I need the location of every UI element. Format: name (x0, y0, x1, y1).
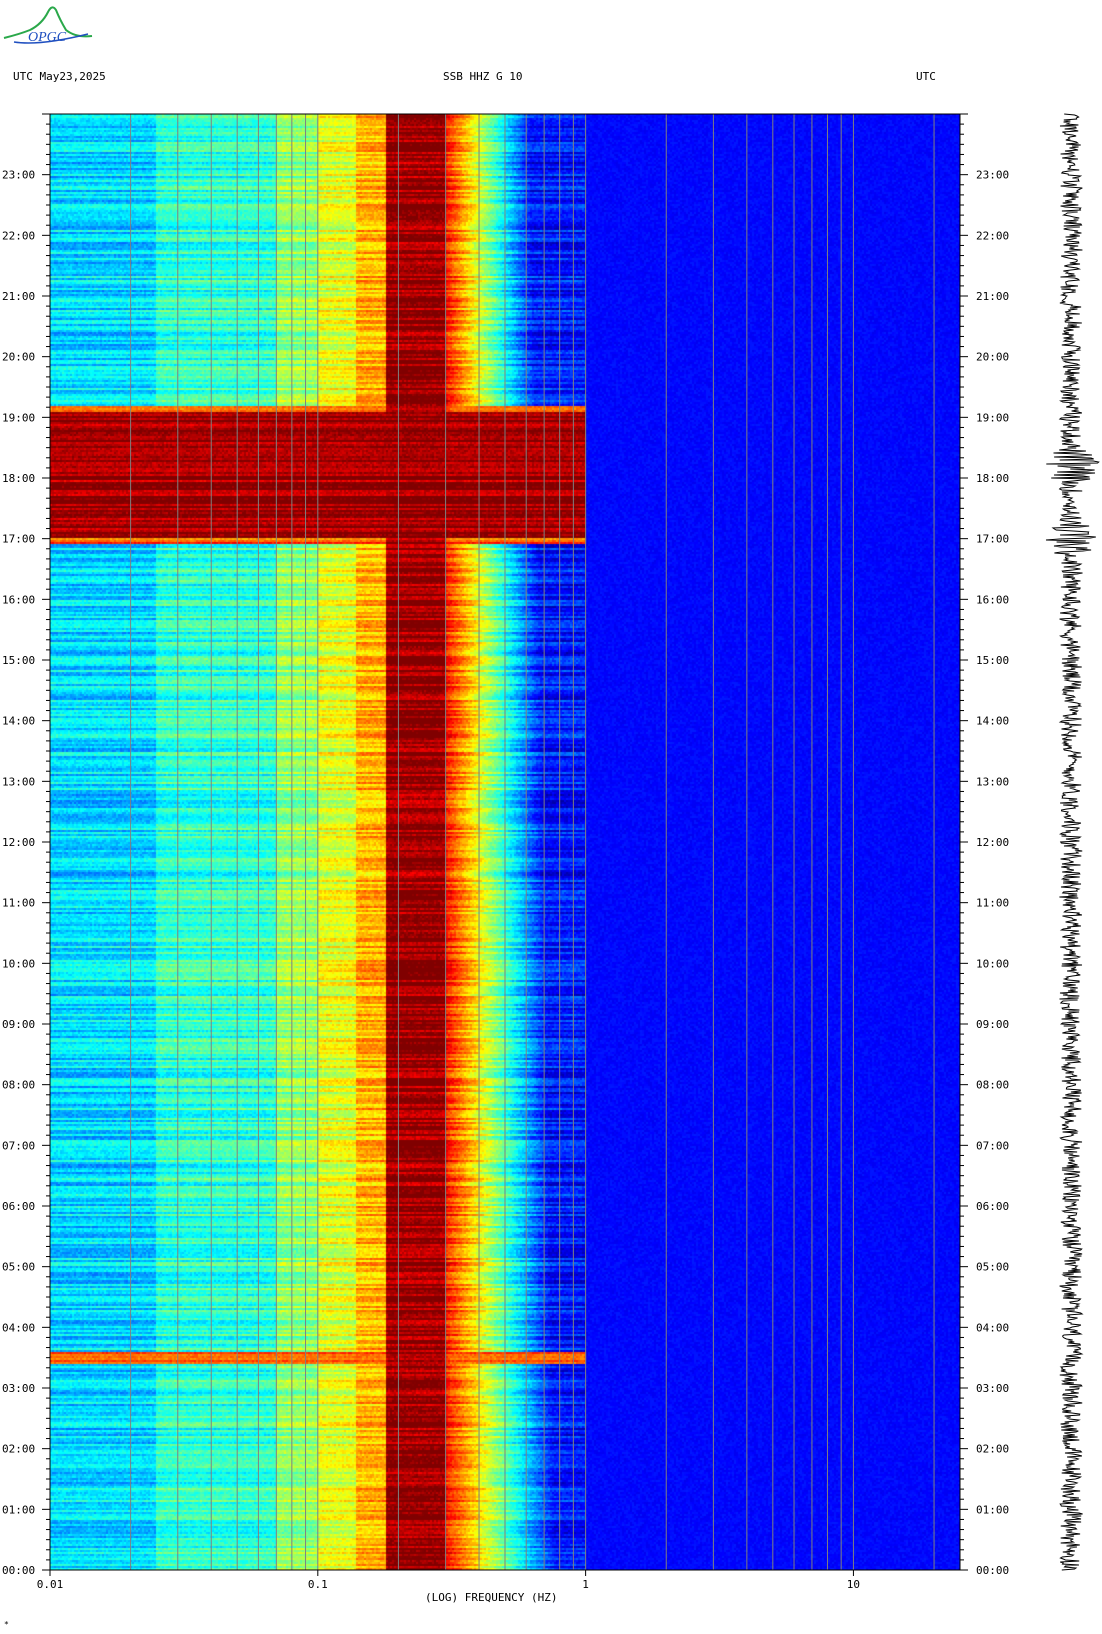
y-tick-label-right: 20:00 (976, 351, 1009, 364)
y-tick-label-right: 08:00 (976, 1079, 1009, 1092)
y-tick-label-right: 14:00 (976, 715, 1009, 728)
y-tick-label-left: 22:00 (2, 229, 35, 242)
y-tick-label-left: 02:00 (2, 1443, 35, 1456)
y-tick-label-right: 15:00 (976, 654, 1009, 667)
utc-label-right: UTC (916, 70, 936, 83)
y-tick-label-left: 00:00 (2, 1564, 35, 1577)
x-axis-label: (LOG) FREQUENCY (HZ) (425, 1591, 558, 1604)
seismogram-trace (1045, 113, 1100, 1571)
opgc-logo: OPGC (3, 6, 93, 45)
x-tick-label: 10 (847, 1578, 860, 1591)
y-tick-label-left: 01:00 (2, 1503, 35, 1516)
y-tick-label-right: 06:00 (976, 1200, 1009, 1213)
y-tick-label-left: 20:00 (2, 351, 35, 364)
logo-text: OPGC (28, 30, 67, 45)
y-tick-label-right: 23:00 (976, 169, 1009, 182)
y-tick-label-right: 00:00 (976, 1564, 1009, 1577)
y-tick-label-right: 05:00 (976, 1261, 1009, 1274)
y-tick-label-right: 16:00 (976, 593, 1009, 606)
y-tick-label-right: 22:00 (976, 229, 1009, 242)
y-tick-label-left: 13:00 (2, 775, 35, 788)
y-tick-label-left: 09:00 (2, 1018, 35, 1031)
y-tick-label-left: 18:00 (2, 472, 35, 485)
y-tick-label-left: 03:00 (2, 1382, 35, 1395)
y-tick-label-right: 21:00 (976, 290, 1009, 303)
logo-mountain (3, 6, 93, 39)
y-tick-label-right: 09:00 (976, 1018, 1009, 1031)
y-tick-label-left: 21:00 (2, 290, 35, 303)
y-tick-label-left: 14:00 (2, 715, 35, 728)
y-tick-label-left: 17:00 (2, 533, 35, 546)
y-tick-label-right: 11:00 (976, 897, 1009, 910)
date-label: UTC May23,2025 (13, 70, 106, 83)
y-tick-label-left: 11:00 (2, 897, 35, 910)
y-tick-label-right: 19:00 (976, 411, 1009, 424)
y-tick-label-left: 15:00 (2, 654, 35, 667)
logo-swoosh (13, 33, 89, 44)
y-tick-label-right: 04:00 (976, 1321, 1009, 1334)
y-tick-label-left: 23:00 (2, 169, 35, 182)
y-tick-label-left: 08:00 (2, 1079, 35, 1092)
y-tick-label-right: 10:00 (976, 957, 1009, 970)
y-tick-label-left: 05:00 (2, 1261, 35, 1274)
y-tick-label-left: 19:00 (2, 411, 35, 424)
x-tick-label: 0.01 (37, 1578, 64, 1591)
y-tick-label-right: 12:00 (976, 836, 1009, 849)
y-tick-label-left: 06:00 (2, 1200, 35, 1213)
footnote-mark: * (4, 1620, 9, 1629)
x-tick-label: 0.1 (308, 1578, 328, 1591)
y-tick-label-right: 03:00 (976, 1382, 1009, 1395)
y-tick-label-right: 13:00 (976, 775, 1009, 788)
x-tick-label: 1 (582, 1578, 589, 1591)
y-tick-label-right: 17:00 (976, 533, 1009, 546)
y-tick-label-left: 16:00 (2, 593, 35, 606)
y-tick-label-right: 01:00 (976, 1503, 1009, 1516)
y-tick-label-right: 02:00 (976, 1443, 1009, 1456)
y-tick-label-left: 10:00 (2, 957, 35, 970)
y-tick-label-right: 18:00 (976, 472, 1009, 485)
y-tick-label-right: 07:00 (976, 1139, 1009, 1152)
y-tick-label-left: 07:00 (2, 1139, 35, 1152)
y-tick-label-left: 12:00 (2, 836, 35, 849)
y-tick-label-left: 04:00 (2, 1321, 35, 1334)
station-title: SSB HHZ G 10 (443, 70, 523, 83)
